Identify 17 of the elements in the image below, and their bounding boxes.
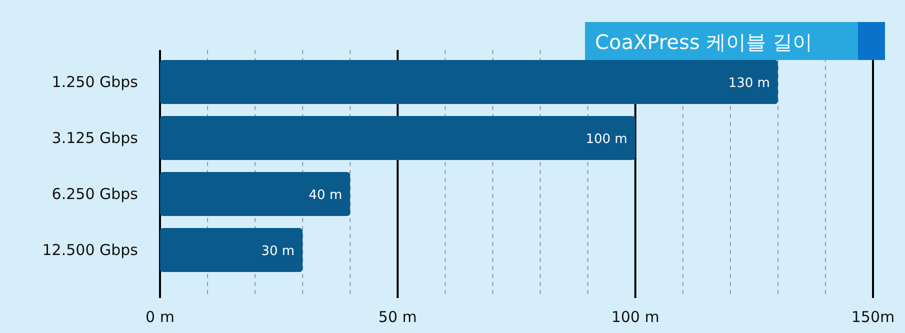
bar bbox=[160, 172, 350, 216]
data-label: 40 m bbox=[308, 188, 342, 203]
data-label: 30 m bbox=[261, 244, 295, 259]
data-label: 130 m bbox=[728, 76, 770, 91]
y-tick-label: 1.250 Gbps bbox=[52, 73, 138, 91]
y-tick-label: 6.250 Gbps bbox=[52, 185, 138, 203]
bar bbox=[160, 60, 778, 104]
bar bbox=[160, 228, 303, 272]
x-tick-label: 0 m bbox=[146, 308, 174, 326]
x-tick-label: 100 m bbox=[611, 308, 660, 326]
data-label: 100 m bbox=[586, 132, 628, 147]
chart-title: CoaXPress 케이블 길이 bbox=[595, 30, 813, 54]
x-tick-label: 50 m bbox=[378, 308, 417, 326]
x-tick-label: 150m bbox=[851, 308, 895, 326]
y-tick-label: 12.500 Gbps bbox=[42, 241, 138, 259]
y-tick-label: 3.125 Gbps bbox=[52, 129, 138, 147]
bar bbox=[160, 116, 636, 160]
